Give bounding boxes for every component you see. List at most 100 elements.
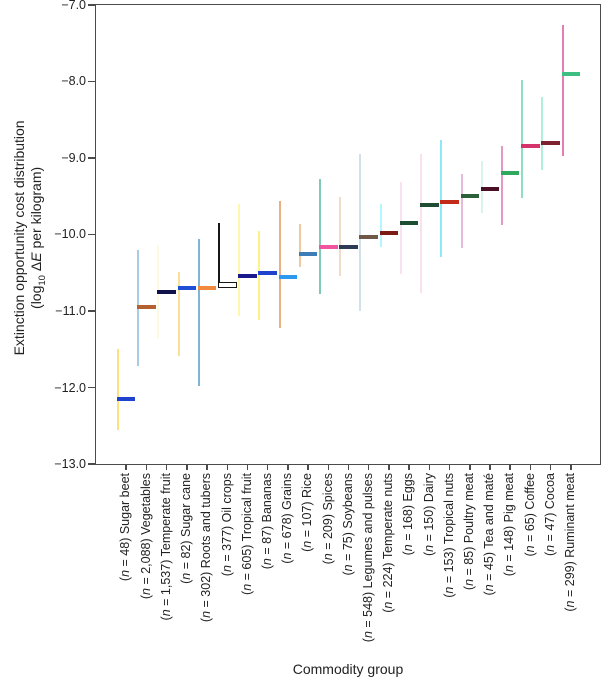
y-tick	[88, 4, 95, 6]
x-tick-label-coffee: (n = 65) Coffee	[522, 473, 537, 557]
median-pig-meat	[500, 171, 520, 176]
x-tick	[206, 464, 208, 470]
x-tick-label-soybeans: (n = 75) Soybeans	[340, 473, 355, 576]
bar-spices	[319, 179, 322, 295]
x-tick-label-tropical-nuts: (n = 153) Tropical nuts	[441, 473, 456, 598]
x-tick	[428, 464, 431, 470]
x-tick-label-oil-crops: (n = 377) Oil crops	[219, 473, 234, 577]
x-tick	[165, 464, 168, 470]
median-vegetables	[137, 305, 156, 310]
bar-tropical-fruit	[238, 203, 241, 317]
bar-cocoa	[541, 97, 544, 171]
bar-poultry-meat	[460, 173, 463, 249]
x-tick	[570, 464, 572, 470]
median-oil-crops	[218, 282, 237, 288]
x-tick	[347, 464, 350, 470]
y-tick	[88, 157, 95, 159]
median-grains	[278, 274, 298, 279]
x-tick-label-bananas: (n = 87) Bananas	[259, 473, 274, 570]
y-tick-label: −9.0	[61, 150, 86, 165]
median-tropical-nuts	[440, 200, 459, 205]
x-tick-label-tea-and-mat: (n = 45) Tea and maté	[482, 473, 497, 596]
bar-sugar-cane	[177, 271, 180, 357]
y-tick-label: −7.0	[61, 0, 86, 12]
x-tick	[186, 464, 188, 470]
median-dairy	[420, 203, 439, 208]
x-tick	[145, 464, 148, 470]
bar-coffee	[521, 79, 524, 199]
median-ruminant-meat	[561, 71, 581, 76]
median-bananas	[258, 270, 277, 275]
x-tick-label-eggs: (n = 168) Eggs	[401, 473, 416, 556]
x-tick	[246, 464, 249, 470]
x-tick	[327, 464, 330, 470]
x-tick-label-vegetables: (n = 2,088) Vegetables	[138, 473, 153, 600]
bar-pig-meat	[500, 146, 503, 226]
x-tick-label-dairy: (n = 150) Dairy	[421, 473, 436, 557]
bar-soybeans	[339, 196, 342, 276]
x-tick	[489, 464, 491, 470]
y-axis-title-line1: Extinction opportunity cost distribution	[11, 120, 28, 356]
y-tick-label: −10.0	[54, 227, 86, 242]
x-tick-label-legumes-and-pulses: (n = 548) Legumes and pulses	[360, 473, 375, 643]
bar-oil-crops	[218, 222, 220, 289]
bar-dairy	[420, 154, 423, 294]
x-tick	[388, 464, 390, 470]
x-tick	[125, 464, 127, 470]
x-tick-label-sugar-cane: (n = 82) Sugar cane	[179, 473, 194, 584]
x-tick	[367, 464, 370, 470]
x-tick	[226, 464, 228, 470]
median-coffee	[521, 144, 540, 149]
y-tick-label: −13.0	[54, 457, 86, 472]
plot-area	[94, 4, 601, 465]
x-tick-label-sugar-beet: (n = 48) Sugar beet	[118, 473, 133, 582]
median-sugar-cane	[177, 286, 197, 291]
y-tick	[88, 310, 95, 312]
y-tick	[88, 386, 95, 389]
y-tick-label: −11.0	[55, 304, 86, 319]
median-temperate-fruit	[157, 289, 176, 294]
median-cocoa	[541, 140, 560, 145]
median-tropical-fruit	[238, 273, 257, 278]
bar-legumes-and-pulses	[359, 154, 362, 311]
median-soybeans	[339, 245, 358, 250]
x-tick	[509, 464, 511, 470]
bar-bananas	[258, 231, 261, 321]
x-tick	[408, 464, 410, 470]
x-tick	[307, 464, 309, 470]
bar-sugar-beet	[116, 349, 119, 430]
bar-temperate-nuts	[379, 203, 382, 248]
x-tick-label-roots-and-tubers: (n = 302) Roots and tubers	[199, 473, 214, 623]
x-tick-label-temperate-fruit: (n = 1,537) Temperate fruit	[158, 473, 173, 621]
median-temperate-nuts	[379, 230, 399, 235]
median-poultry-meat	[460, 194, 480, 199]
bar-ruminant-meat	[561, 24, 564, 157]
x-tick-label-temperate-nuts: (n = 224) Temperate nuts	[381, 473, 396, 613]
x-tick-label-tropical-fruit: (n = 605) Tropical fruit	[239, 473, 254, 595]
x-tick-label-ruminant-meat: (n = 299) Ruminant meat	[563, 473, 578, 612]
median-roots-and-tubers	[197, 286, 217, 291]
x-tick-label-cocoa: (n = 47) Cocoa	[542, 473, 557, 557]
x-tick	[529, 464, 532, 470]
x-tick-label-poultry-meat: (n = 85) Poultry meat	[462, 473, 477, 591]
median-eggs	[399, 220, 419, 225]
x-tick	[287, 464, 289, 470]
median-rice	[298, 251, 318, 256]
y-tick	[88, 80, 95, 83]
bar-eggs	[399, 181, 402, 275]
x-tick	[549, 464, 552, 470]
y-tick-label: −8.0	[61, 74, 86, 89]
y-tick	[88, 233, 95, 236]
median-spices	[319, 244, 338, 249]
x-tick-label-grains: (n = 678) Grains	[280, 473, 295, 564]
x-tick-label-spices: (n = 209) Spices	[320, 473, 335, 565]
median-sugar-beet	[116, 397, 136, 402]
y-tick-label: −12.0	[54, 380, 86, 395]
bar-grains	[278, 200, 281, 328]
bar-tropical-nuts	[440, 140, 443, 257]
x-tick-label-rice: (n = 107) Rice	[300, 473, 315, 552]
x-tick	[266, 464, 269, 470]
bar-rice	[298, 223, 301, 268]
median-legumes-and-pulses	[359, 234, 378, 239]
